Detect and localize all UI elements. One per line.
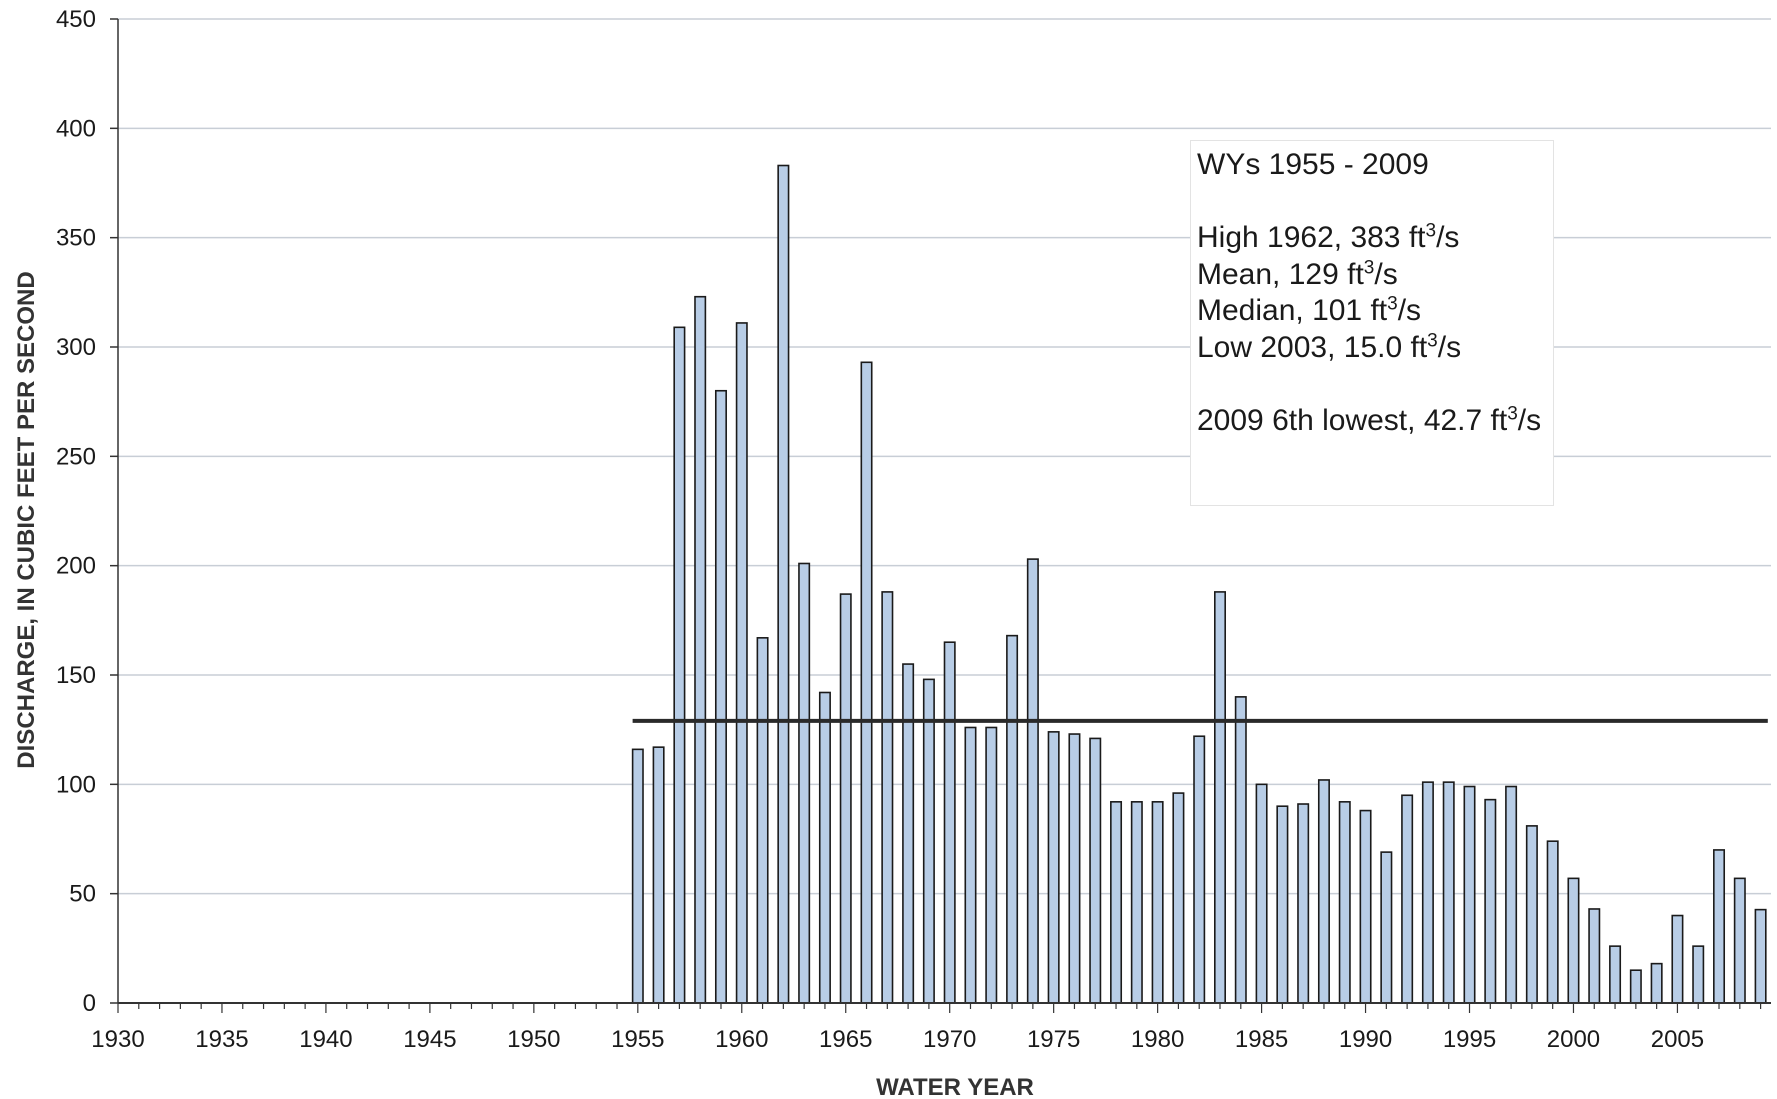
- bar-2004: [1650, 962, 1663, 1004]
- bar-1996: [1484, 798, 1497, 1004]
- bar-1990: [1359, 809, 1372, 1004]
- bar-1980: [1151, 801, 1164, 1004]
- bar-1965: [839, 593, 852, 1004]
- bar-1977: [1089, 737, 1102, 1004]
- bar-1976: [1068, 733, 1081, 1004]
- bar-1969: [922, 678, 935, 1004]
- bar-1972: [985, 726, 998, 1004]
- stats-high: High 1962, 383 ft3/s: [1197, 220, 1460, 254]
- bar-1982: [1193, 735, 1206, 1004]
- y-tick-label-100: 100: [56, 771, 96, 798]
- bar-2008: [1733, 877, 1746, 1004]
- bar-1995: [1463, 785, 1476, 1004]
- y-tick-label-450: 450: [56, 6, 96, 33]
- x-tick-label-1995: 1995: [1443, 1026, 1496, 1053]
- bar-2003: [1629, 969, 1642, 1004]
- y-tick-label-0: 0: [83, 990, 96, 1017]
- x-tick-label-1945: 1945: [403, 1026, 456, 1053]
- y-tick-label-350: 350: [56, 225, 96, 252]
- bar-2007: [1713, 849, 1726, 1004]
- bar-1959: [714, 389, 727, 1004]
- x-tick-label-1990: 1990: [1339, 1026, 1392, 1053]
- bar-1964: [818, 691, 831, 1004]
- bar-1967: [881, 591, 894, 1004]
- bar-2002: [1609, 945, 1622, 1004]
- y-tick-label-250: 250: [56, 443, 96, 470]
- stats-period: WYs 1955 - 2009: [1197, 148, 1429, 181]
- bar-1987: [1297, 803, 1310, 1004]
- statistics-annotation-box: WYs 1955 - 2009 High 1962, 383 ft3/s Mea…: [1190, 140, 1554, 506]
- x-tick-label-1950: 1950: [507, 1026, 560, 1053]
- stats-low: Low 2003, 15.0 ft3/s: [1197, 330, 1462, 364]
- bar-1984: [1234, 696, 1247, 1004]
- x-tick-label-1935: 1935: [195, 1026, 248, 1053]
- axes: [110, 18, 1771, 1013]
- bar-1989: [1338, 801, 1351, 1004]
- bar-1998: [1525, 825, 1538, 1004]
- bar-1971: [964, 726, 977, 1004]
- bar-1956: [652, 746, 665, 1004]
- bar-1966: [860, 361, 873, 1004]
- x-tick-labels: 1930 1935 1940 1945 1950 1955 1960 1965 1970 1975…: [91, 1026, 1704, 1053]
- bar-1970: [943, 641, 956, 1004]
- x-tick-label-1940: 1940: [299, 1026, 352, 1053]
- y-tick-label-400: 400: [56, 115, 96, 142]
- bar-1957: [673, 326, 686, 1004]
- bar-1974: [1026, 558, 1039, 1004]
- bar-2009: [1754, 908, 1767, 1004]
- x-tick-label-2005: 2005: [1651, 1026, 1704, 1053]
- bar-2005: [1671, 914, 1684, 1004]
- x-tick-label-1960: 1960: [715, 1026, 768, 1053]
- x-axis-title: WATER YEAR: [876, 1074, 1034, 1099]
- bar-1993: [1421, 781, 1434, 1004]
- bar-1979: [1130, 801, 1143, 1004]
- x-tick-label-1970: 1970: [923, 1026, 976, 1053]
- y-axis-title: DISCHARGE, IN CUBIC FEET PER SECOND: [13, 271, 40, 768]
- x-tick-label-1955: 1955: [611, 1026, 664, 1053]
- bar-2000: [1567, 877, 1580, 1004]
- bar-1997: [1505, 785, 1518, 1004]
- bar-1999: [1546, 840, 1559, 1004]
- bar-1963: [798, 562, 811, 1004]
- bar-1991: [1380, 851, 1393, 1004]
- stats-2009-note: 2009 6th lowest, 42.7 ft3/s: [1197, 403, 1542, 437]
- bar-1975: [1047, 731, 1060, 1004]
- stats-median: Median, 101 ft3/s: [1197, 293, 1422, 327]
- bars: [631, 164, 1767, 1004]
- bar-2001: [1588, 908, 1601, 1004]
- bar-1960: [735, 322, 748, 1004]
- y-tick-label-150: 150: [56, 662, 96, 689]
- bar-1978: [1110, 801, 1123, 1004]
- x-tick-label-1975: 1975: [1027, 1026, 1080, 1053]
- bar-1983: [1214, 591, 1226, 1004]
- bar-1955: [631, 748, 644, 1004]
- x-tick-label-2000: 2000: [1547, 1026, 1600, 1053]
- bar-1962: [777, 164, 790, 1004]
- y-tick-label-50: 50: [69, 881, 96, 908]
- bar-1988: [1317, 779, 1330, 1004]
- x-tick-label-1930: 1930: [91, 1026, 144, 1053]
- y-tick-label-300: 300: [56, 334, 96, 361]
- gridlines: [118, 18, 1771, 895]
- bar-1961: [756, 637, 769, 1004]
- stats-mean: Mean, 129 ft3/s: [1197, 257, 1398, 291]
- y-tick-labels: 0 50 100 150 200 250 300 350 400 450: [56, 6, 96, 1017]
- bar-1973: [1006, 634, 1019, 1004]
- bar-2006: [1692, 945, 1705, 1004]
- bar-1981: [1172, 792, 1185, 1004]
- y-tick-label-200: 200: [56, 553, 96, 580]
- bar-1986: [1276, 805, 1289, 1004]
- bar-1994: [1442, 781, 1455, 1004]
- x-tick-label-1965: 1965: [819, 1026, 872, 1053]
- x-tick-label-1985: 1985: [1235, 1026, 1288, 1053]
- bar-1992: [1401, 794, 1414, 1004]
- bar-1985: [1255, 783, 1268, 1004]
- x-tick-label-1980: 1980: [1131, 1026, 1184, 1053]
- bar-1958: [694, 295, 707, 1004]
- bar-1968: [902, 663, 915, 1004]
